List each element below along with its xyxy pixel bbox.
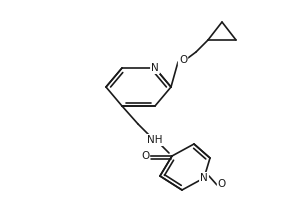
Text: O: O	[218, 179, 226, 189]
Text: O: O	[179, 55, 187, 65]
Text: O: O	[141, 151, 149, 161]
Text: NH: NH	[147, 135, 163, 145]
Text: N: N	[200, 173, 208, 183]
Text: N: N	[151, 63, 159, 73]
